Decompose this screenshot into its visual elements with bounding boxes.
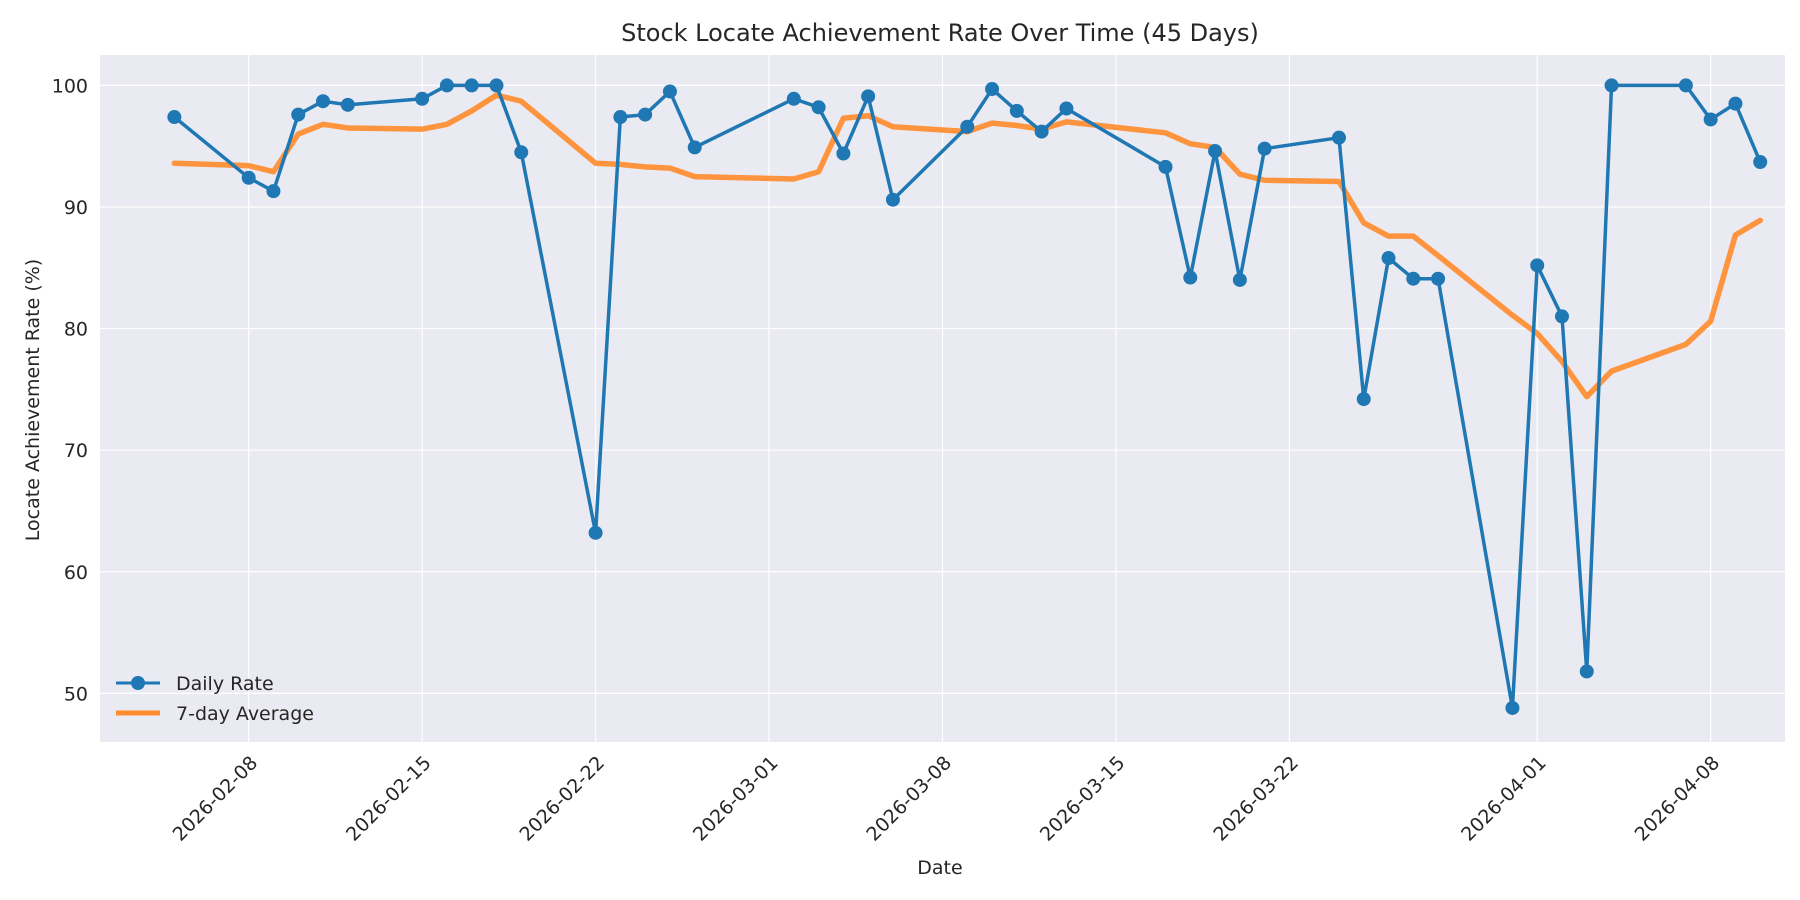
data-point-daily-rate [439,78,454,93]
data-point-daily-rate [1208,144,1223,159]
y-tick-label: 60 [64,562,88,584]
y-axis-label: Locate Achievement Rate (%) [22,259,44,541]
data-point-daily-rate [1728,96,1743,111]
data-point-daily-rate [662,84,677,99]
data-point-daily-rate [1678,78,1693,93]
legend-average-label: 7-day Average [176,703,314,725]
data-point-daily-rate [960,119,975,134]
data-point-daily-rate [588,525,603,540]
legend-daily-label: Daily Rate [176,673,274,695]
data-point-daily-rate [1232,272,1247,287]
legend-daily-marker [131,676,145,690]
data-point-daily-rate [811,100,826,115]
data-point-daily-rate [266,184,281,199]
data-point-daily-rate [836,146,851,161]
data-point-daily-rate [1059,101,1074,116]
series-line-7-day-average [171,92,1763,400]
data-point-daily-rate [638,107,653,122]
data-point-daily-rate [291,107,306,122]
data-point-daily-rate [1579,664,1594,679]
data-point-daily-rate [514,145,529,160]
chart-title: Stock Locate Achievement Rate Over Time … [621,19,1259,47]
data-point-daily-rate [1183,270,1198,285]
data-point-daily-rate [1505,700,1520,715]
data-point-daily-rate [1406,271,1421,286]
x-axis-label: Date [917,857,962,879]
data-point-daily-rate [1257,141,1272,156]
data-point-daily-rate [1753,155,1768,170]
grid-lines [100,55,1785,742]
data-point-daily-rate [241,170,256,185]
data-point-daily-rate [1034,124,1049,139]
data-point-daily-rate [167,110,182,125]
data-point-daily-rate [861,89,876,104]
data-point-daily-rate [1703,112,1718,127]
data-point-daily-rate [1530,258,1545,273]
data-point-daily-rate [415,91,430,106]
data-point-daily-rate [687,140,702,155]
data-point-daily-rate [613,110,628,125]
data-point-daily-rate [1554,309,1569,324]
data-point-daily-rate [489,78,504,93]
data-point-daily-rate [1158,159,1173,174]
y-tick-label: 100 [52,75,88,97]
data-point-daily-rate [1331,130,1346,145]
data-point-daily-rate [316,94,331,109]
data-point-daily-rate [1009,103,1024,118]
y-tick-label: 70 [64,440,88,462]
data-point-daily-rate [1381,251,1396,266]
data-point-daily-rate [885,192,900,207]
y-tick-label: 80 [64,319,88,341]
data-point-daily-rate [1604,78,1619,93]
data-point-daily-rate [1431,271,1446,286]
data-point-daily-rate [786,91,801,106]
y-tick-label: 90 [64,197,88,219]
data-point-daily-rate [985,82,1000,97]
data-point-daily-rate [1356,392,1371,407]
legend: Daily Rate 7-day Average [116,673,314,725]
series-layer [167,78,1768,715]
data-point-daily-rate [464,78,479,93]
data-point-daily-rate [340,97,355,112]
y-tick-label: 50 [64,683,88,705]
